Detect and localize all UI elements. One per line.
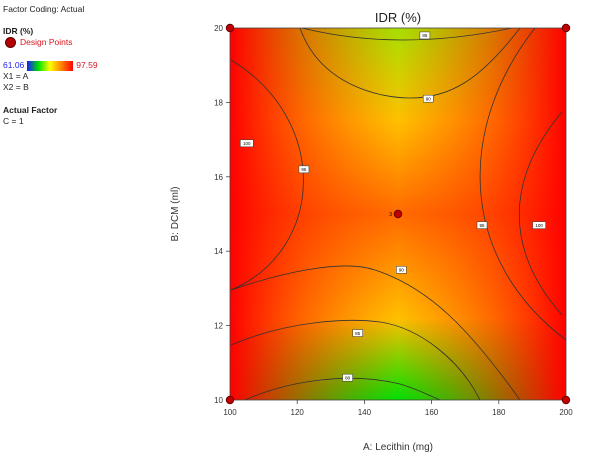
- contour-label: 95: [476, 221, 488, 229]
- design-point: [561, 395, 571, 405]
- y-tick-label: 14: [214, 247, 223, 256]
- contour-label-box: [342, 373, 353, 382]
- contour-label-text: 95: [479, 223, 485, 228]
- actual-factor-heading: Actual Factor: [3, 105, 58, 115]
- x-axis-title: A: Lecithin (mg): [363, 442, 433, 453]
- y-tick-label: 20: [214, 24, 223, 33]
- contour-label-box: [298, 165, 310, 174]
- factor-coding-label: Factor Coding: Actual: [3, 4, 85, 14]
- design-point-swatch-icon: [5, 37, 16, 48]
- legend-panel: Factor Coding: Actual IDR (%) Design Poi…: [3, 4, 98, 127]
- contour-label: 100: [240, 139, 254, 148]
- x1-mapping: X1 = A: [3, 71, 29, 81]
- y-tick-label: 16: [214, 173, 223, 182]
- x-tick-label: 120: [291, 408, 305, 417]
- design-points: 3: [225, 23, 571, 405]
- contour-label-text: 85: [422, 33, 428, 38]
- contour-label: 90: [422, 94, 434, 103]
- design-point: [393, 209, 403, 219]
- contour-label-text: 100: [243, 141, 251, 146]
- design-point: [225, 395, 235, 405]
- contour-label-text: 85: [355, 331, 361, 336]
- contour-label-box: [240, 139, 254, 148]
- contour-label-text: 90: [399, 268, 405, 273]
- x-tick-label: 200: [559, 408, 573, 417]
- range-low-label: 61.06: [3, 60, 25, 70]
- contour-label: 85: [419, 31, 431, 40]
- actual-factor-value: C = 1: [3, 116, 24, 126]
- contour-label-text: 90: [426, 96, 432, 101]
- contour-label: 100: [532, 221, 546, 229]
- contour-labels: 85 90 100 95 95 100 90 85 80: [240, 31, 546, 382]
- contour-lines: [230, 28, 566, 400]
- axes: 100 120 140 160 180 200 10 12 14 16 18 20: [214, 24, 573, 417]
- color-ramp-icon: [27, 60, 74, 71]
- y-tick-label: 10: [214, 396, 223, 405]
- contour-label: 80: [342, 373, 353, 382]
- design-points-legend: Design Points: [3, 37, 98, 48]
- contour-label: 90: [396, 266, 407, 274]
- contour-label: 95: [298, 165, 310, 174]
- x2-mapping: X2 = B: [3, 82, 29, 92]
- contour-label-text: 100: [535, 223, 543, 228]
- x-tick-label: 180: [492, 408, 506, 417]
- x-tick-label: 140: [358, 408, 372, 417]
- design-point: [561, 23, 571, 33]
- contour-label: 85: [352, 329, 363, 337]
- x-tick-label: 160: [425, 408, 439, 417]
- chart-title: IDR (%): [375, 10, 421, 25]
- contour-label-box: [476, 221, 488, 229]
- contour-label-box: [532, 221, 546, 229]
- range-high-label: 97.59: [76, 60, 98, 70]
- design-points-label: Design Points: [20, 37, 73, 47]
- design-point: [225, 23, 235, 33]
- plot-frame: [229, 27, 567, 401]
- contour-label-box: [352, 329, 363, 337]
- contour-label-text: 95: [301, 167, 307, 172]
- color-range-legend: 61.06 97.59: [3, 60, 98, 71]
- y-tick-label: 12: [214, 322, 223, 331]
- contour-label-box: [419, 31, 431, 40]
- design-point-replicate-label: 3: [389, 212, 392, 218]
- contour-label-box: [396, 266, 407, 274]
- response-heading: IDR (%): [3, 26, 34, 36]
- x-tick-label: 100: [223, 408, 237, 417]
- y-axis-title: B: DCM (ml): [170, 187, 181, 242]
- y-tick-label: 18: [214, 98, 223, 107]
- contour-label-text: 80: [345, 375, 351, 380]
- contour-label-box: [422, 94, 434, 103]
